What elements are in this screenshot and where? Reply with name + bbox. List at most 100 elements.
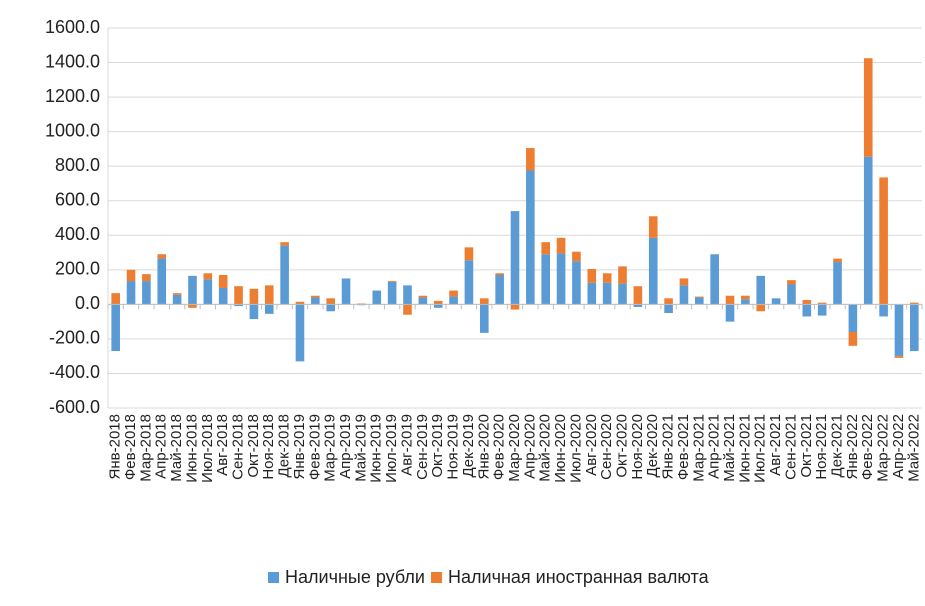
bar-segment: [142, 281, 151, 305]
x-tick-label: Янв-2022: [844, 414, 861, 479]
bar-segment: [311, 297, 320, 305]
bar-segment: [602, 273, 612, 283]
y-tick-label: 400.0: [55, 224, 100, 244]
bar-segment: [771, 298, 781, 305]
x-tick-label: Сен-2019: [414, 414, 431, 480]
bar-segment: [541, 242, 551, 255]
bar-segment: [111, 293, 120, 305]
bar-segment: [587, 282, 597, 305]
bar-segment: [510, 304, 520, 310]
x-tick-label: Май-2018: [168, 414, 185, 482]
bar-segment: [710, 254, 719, 305]
bar-segment: [787, 280, 796, 285]
bar-segment: [142, 274, 151, 282]
x-tick-label: Окт-2021: [798, 414, 815, 478]
bar-segment: [464, 247, 474, 261]
bar-segment: [817, 302, 827, 305]
bar-segment: [234, 286, 243, 305]
bar-segment: [264, 285, 274, 305]
y-tick-label: 1600.0: [45, 17, 100, 37]
bar-segment: [787, 284, 796, 305]
bar-segment: [894, 304, 904, 357]
bar-segment: [572, 251, 581, 262]
x-tick-label: Фев-2019: [306, 414, 323, 480]
x-tick-label: Мар-2021: [690, 414, 707, 482]
bar-segment: [664, 298, 673, 305]
bar-segment: [633, 304, 643, 307]
bar-segment: [756, 304, 766, 312]
bar-segment: [741, 299, 750, 305]
bar-segment: [433, 304, 443, 308]
bar-segment: [910, 302, 919, 305]
bar-segment: [326, 304, 335, 312]
legend-swatch: [268, 572, 279, 583]
x-tick-label: Фев-2020: [491, 414, 508, 480]
y-tick-label: 1200.0: [45, 86, 100, 106]
x-tick-label: Янв-2019: [291, 414, 308, 479]
bar-segment: [203, 279, 213, 305]
bar-segment: [633, 286, 643, 305]
bar-segment: [264, 304, 274, 314]
bar-segment: [403, 304, 412, 315]
bar-segment: [833, 258, 842, 263]
bar-segment: [802, 300, 812, 305]
x-tick-label: Дек-2019: [460, 414, 477, 477]
bar-segment: [879, 304, 888, 317]
bar-segment: [234, 304, 243, 307]
x-tick-label: Окт-2018: [245, 414, 262, 478]
bar-segment: [618, 283, 627, 305]
bar-segment: [833, 262, 842, 305]
bar-segment: [863, 156, 873, 305]
bar-segment: [295, 304, 305, 362]
x-tick-label: Авг-2020: [583, 414, 600, 476]
x-tick-label: Фев-2021: [675, 414, 692, 480]
legend-swatch: [431, 572, 442, 583]
x-tick-label: Окт-2019: [429, 414, 446, 478]
bar-segment: [679, 285, 689, 305]
x-tick-label: Сен-2018: [230, 414, 247, 480]
bar-segment: [218, 287, 228, 305]
x-tick-label: Сен-2021: [782, 414, 799, 480]
x-tick-label: Май-2019: [352, 414, 369, 482]
bar-segment: [464, 260, 474, 305]
bar-segment: [679, 278, 689, 286]
bar-segment: [157, 258, 167, 305]
bar-segment: [802, 304, 812, 317]
x-tick-label: Май-2022: [905, 414, 922, 482]
bar-segment: [449, 290, 458, 297]
bar-segment: [203, 273, 213, 280]
bar-segment: [126, 269, 136, 282]
x-tick-label: Мар-2018: [137, 414, 154, 482]
bar-segment: [526, 170, 535, 305]
x-tick-label: Апр-2020: [521, 414, 538, 479]
bar-segment: [602, 282, 612, 305]
bar-segment: [695, 296, 704, 298]
x-tick-label: Янв-2020: [475, 414, 492, 479]
legend-label: Наличная иностранная валюта: [448, 567, 710, 587]
bar-segment: [848, 332, 858, 346]
x-tick-label: Май-2020: [537, 414, 554, 482]
y-tick-label: -600.0: [49, 397, 100, 417]
bar-segment: [111, 304, 120, 351]
bar-segment: [526, 148, 535, 171]
y-tick-label: 600.0: [55, 189, 100, 209]
x-tick-label: Апр-2021: [706, 414, 723, 479]
bar-segment: [556, 253, 566, 305]
x-tick-label: Июл-2020: [567, 414, 584, 483]
bar-segment: [157, 254, 167, 259]
x-tick-label: Авг-2019: [398, 414, 415, 476]
bar-segment: [326, 298, 335, 305]
bar-segment: [188, 275, 197, 305]
x-tick-label: Июл-2021: [752, 414, 769, 483]
bar-segment: [172, 294, 182, 305]
x-tick-label: Июн-2021: [736, 414, 753, 483]
bar-segment: [863, 58, 873, 157]
bar-segment: [725, 304, 735, 322]
bar-segment: [648, 237, 658, 305]
y-tick-label: -200.0: [49, 328, 100, 348]
x-tick-label: Фев-2022: [859, 414, 876, 480]
x-tick-label: Окт-2020: [613, 414, 630, 478]
x-tick-label: Сен-2020: [598, 414, 615, 480]
bar-segment: [495, 273, 504, 275]
x-tick-label: Май-2021: [721, 414, 738, 482]
